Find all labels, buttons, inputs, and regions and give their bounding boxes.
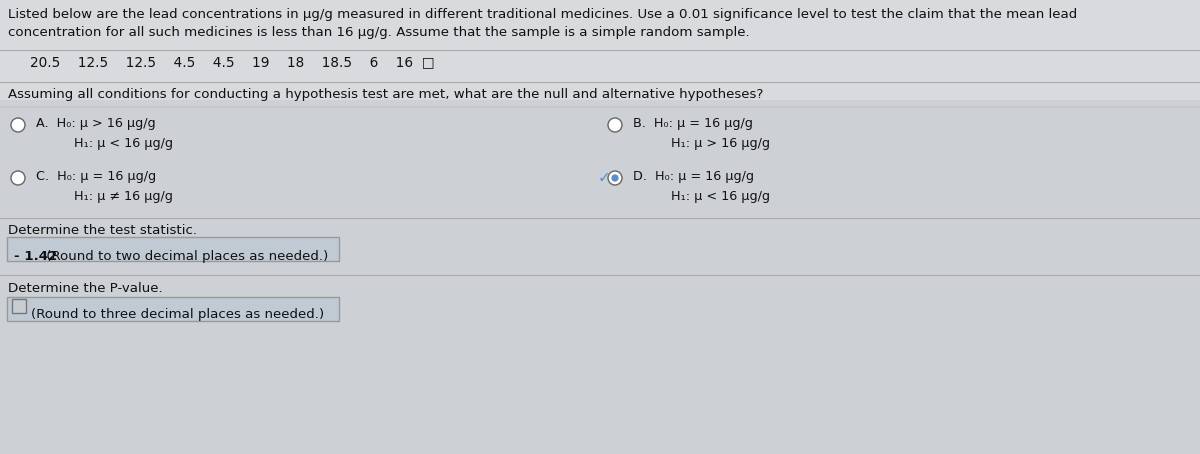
Circle shape	[608, 118, 622, 132]
Text: (Round to three decimal places as needed.): (Round to three decimal places as needed…	[31, 308, 324, 321]
Text: Determine the test statistic.: Determine the test statistic.	[8, 224, 197, 237]
Text: H₁: μ ≠ 16 μg/g: H₁: μ ≠ 16 μg/g	[54, 190, 173, 203]
Circle shape	[608, 171, 622, 185]
Text: C.  H₀: μ = 16 μg/g: C. H₀: μ = 16 μg/g	[36, 170, 156, 183]
FancyBboxPatch shape	[0, 0, 1200, 70]
Circle shape	[611, 174, 619, 182]
Text: 20.5    12.5    12.5    4.5    4.5    19    18    18.5    6    16  □: 20.5 12.5 12.5 4.5 4.5 19 18 18.5 6 16 □	[30, 55, 434, 69]
FancyBboxPatch shape	[0, 70, 1200, 100]
Text: ✓: ✓	[598, 170, 610, 185]
Text: (Round to two decimal places as needed.): (Round to two decimal places as needed.)	[42, 250, 329, 263]
Circle shape	[11, 171, 25, 185]
Text: B.  H₀: μ = 16 μg/g: B. H₀: μ = 16 μg/g	[634, 117, 752, 130]
Text: H₁: μ < 16 μg/g: H₁: μ < 16 μg/g	[650, 190, 770, 203]
FancyBboxPatch shape	[7, 297, 340, 321]
Text: Assuming all conditions for conducting a hypothesis test are met, what are the n: Assuming all conditions for conducting a…	[8, 88, 763, 101]
Text: H₁: μ > 16 μg/g: H₁: μ > 16 μg/g	[650, 137, 770, 150]
Text: Determine the P-value.: Determine the P-value.	[8, 282, 163, 295]
Text: A.  H₀: μ > 16 μg/g: A. H₀: μ > 16 μg/g	[36, 117, 156, 130]
Circle shape	[11, 118, 25, 132]
Text: H₁: μ < 16 μg/g: H₁: μ < 16 μg/g	[54, 137, 173, 150]
Text: concentration for all such medicines is less than 16 μg/g. Assume that the sampl: concentration for all such medicines is …	[8, 26, 750, 39]
Text: Listed below are the lead concentrations in μg/g measured in different tradition: Listed below are the lead concentrations…	[8, 8, 1078, 21]
Text: - 1.42: - 1.42	[14, 250, 58, 263]
FancyBboxPatch shape	[12, 299, 26, 313]
FancyBboxPatch shape	[7, 237, 340, 261]
Text: D.  H₀: μ = 16 μg/g: D. H₀: μ = 16 μg/g	[634, 170, 754, 183]
